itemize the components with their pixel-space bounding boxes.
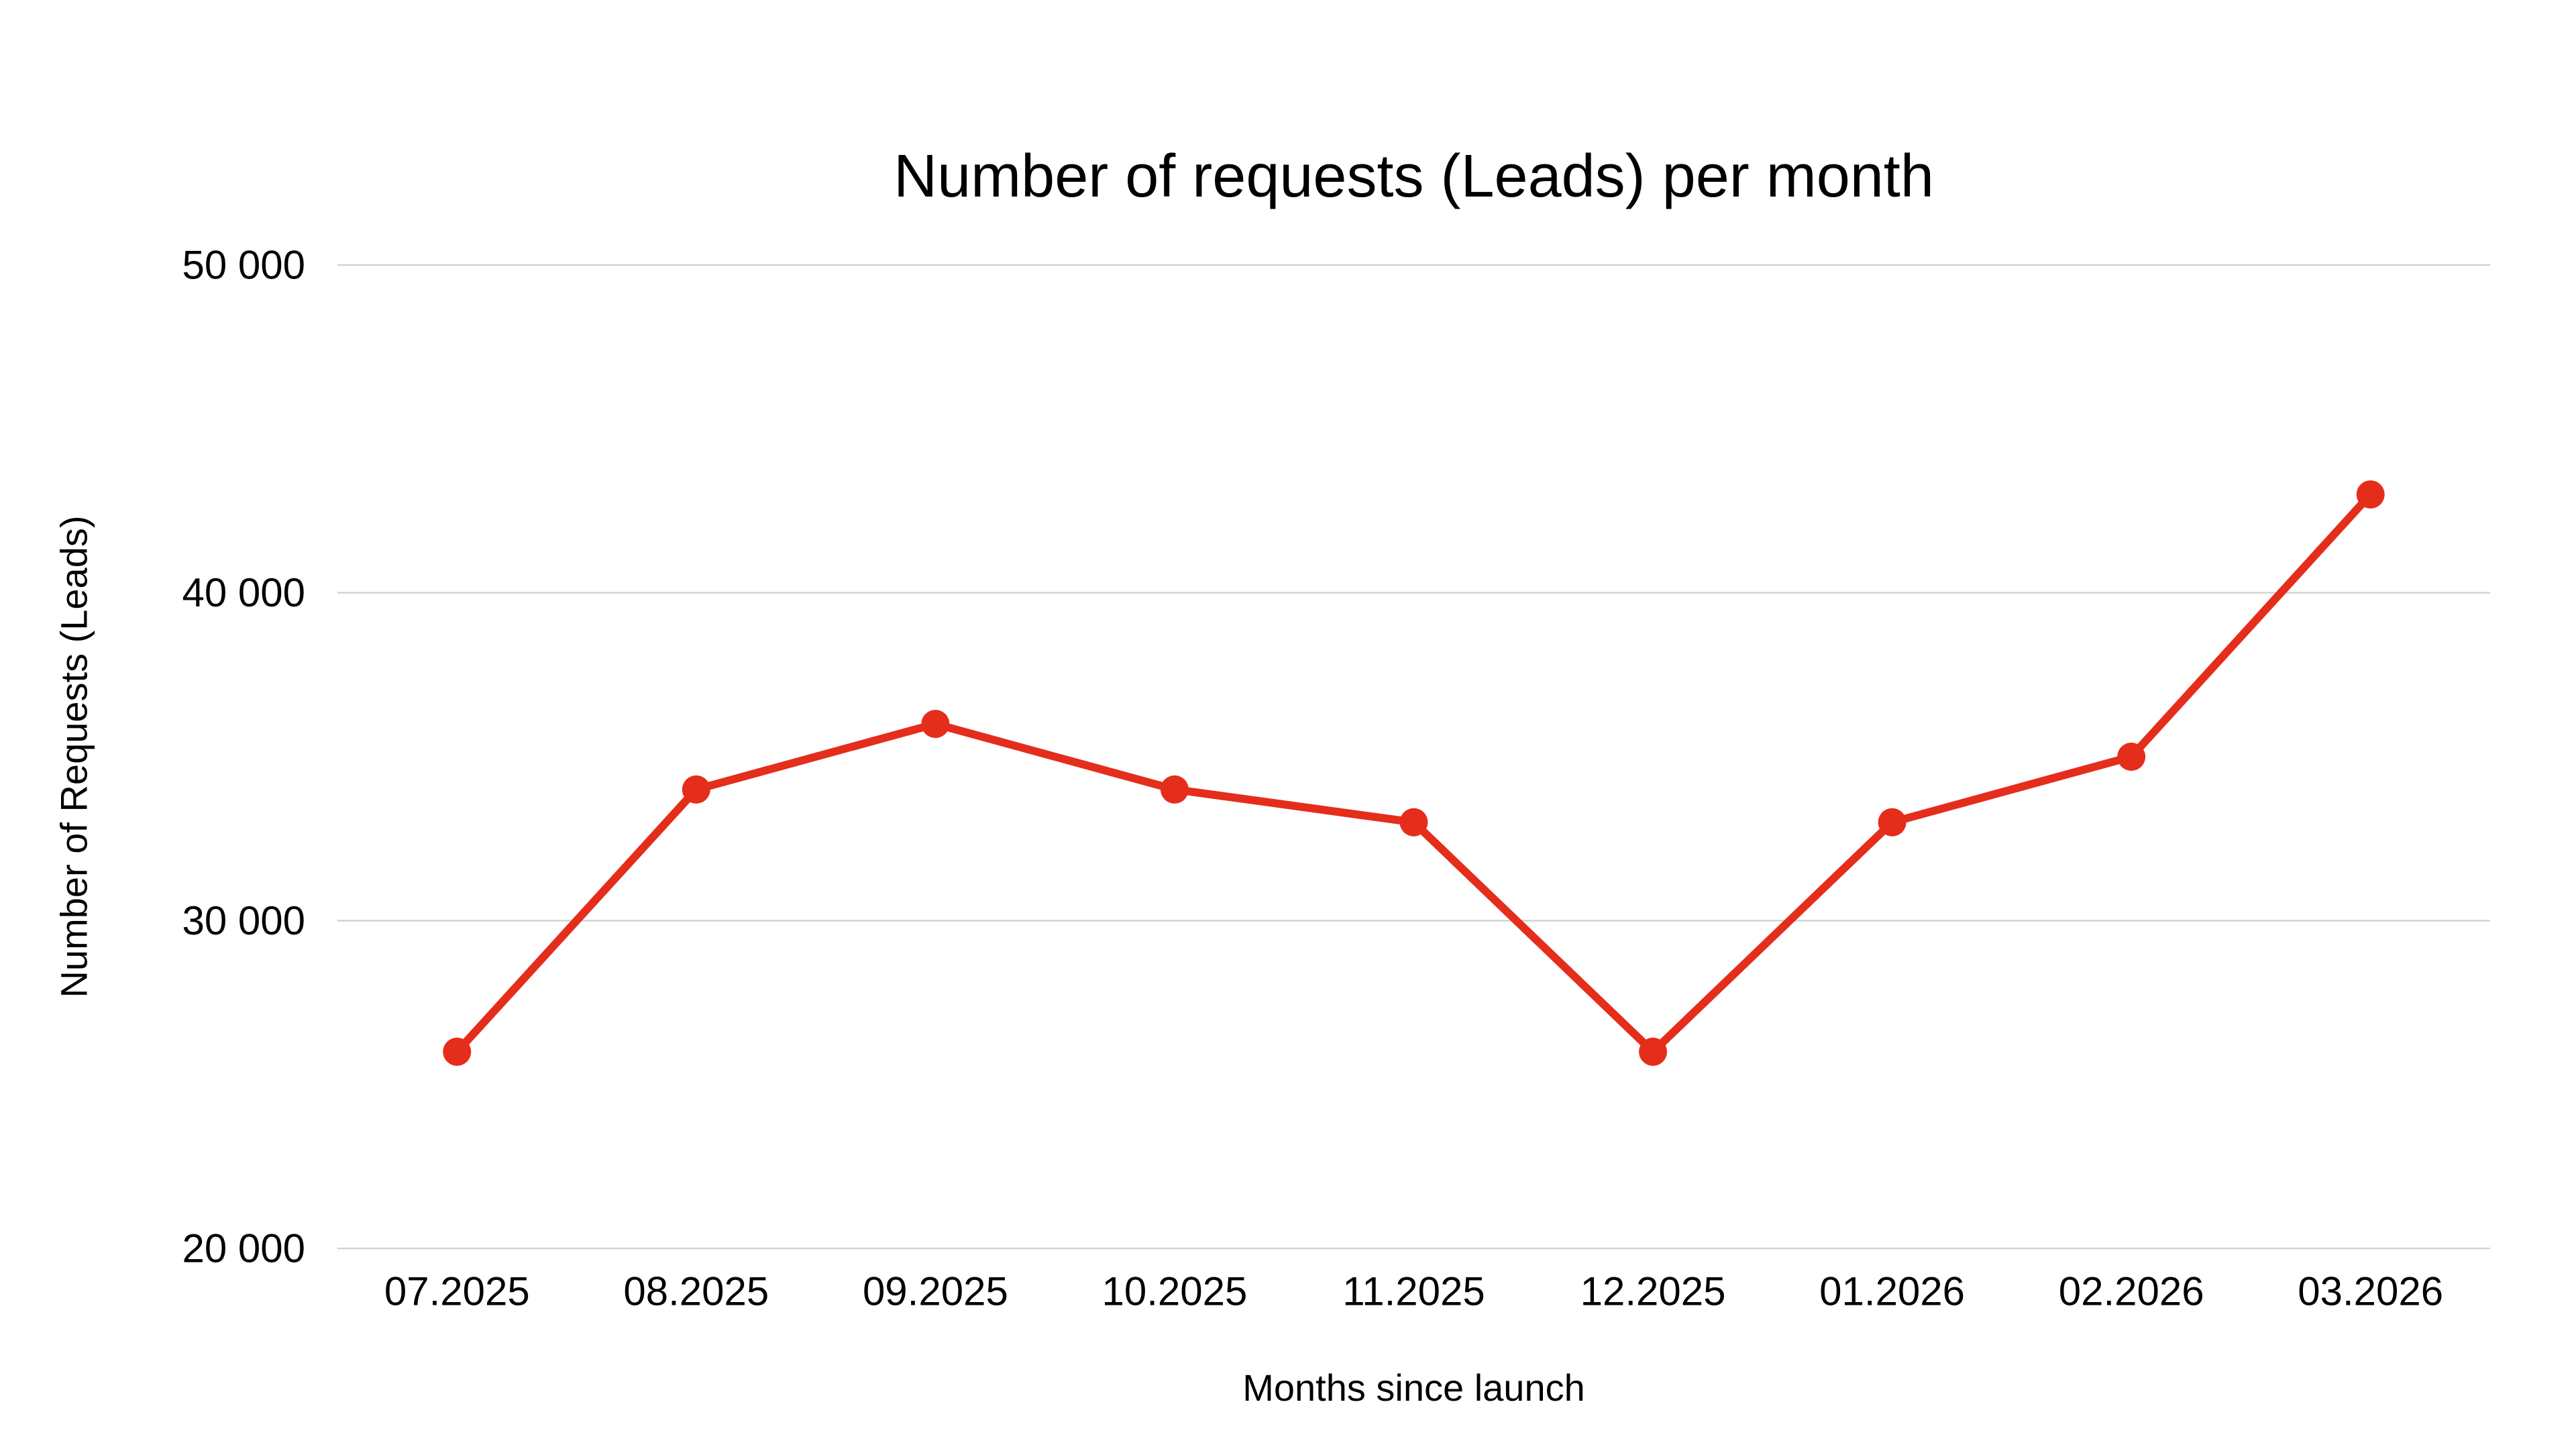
data-point bbox=[2117, 743, 2146, 771]
data-point bbox=[682, 775, 710, 804]
x-axis-title: Months since launch bbox=[1242, 1366, 1585, 1409]
x-tick-label: 02.2026 bbox=[2059, 1269, 2204, 1314]
data-point bbox=[2356, 480, 2385, 509]
y-tick-label: 20 000 bbox=[182, 1226, 305, 1271]
y-tick-label: 40 000 bbox=[182, 570, 305, 615]
data-point bbox=[1399, 808, 1428, 837]
x-tick-label: 08.2025 bbox=[623, 1269, 769, 1314]
data-point bbox=[1639, 1037, 1668, 1066]
x-tick-label: 01.2026 bbox=[1819, 1269, 1965, 1314]
series-line bbox=[453, 490, 2375, 1056]
y-tick-label: 30 000 bbox=[182, 898, 305, 943]
chart-title: Number of requests (Leads) per month bbox=[894, 143, 1934, 210]
x-tick-label: 11.2025 bbox=[1342, 1269, 1485, 1314]
data-point bbox=[1878, 808, 1907, 837]
x-tick-label: 03.2026 bbox=[2298, 1269, 2443, 1314]
data-point bbox=[921, 710, 950, 739]
x-tick-label: 10.2025 bbox=[1102, 1269, 1247, 1314]
data-point bbox=[443, 1037, 472, 1066]
data-point bbox=[1160, 775, 1189, 804]
x-tick-label: 09.2025 bbox=[863, 1269, 1008, 1314]
x-tick-label: 07.2025 bbox=[384, 1269, 530, 1314]
x-tick-label: 12.2025 bbox=[1580, 1269, 1726, 1314]
y-tick-label: 50 000 bbox=[182, 243, 305, 288]
